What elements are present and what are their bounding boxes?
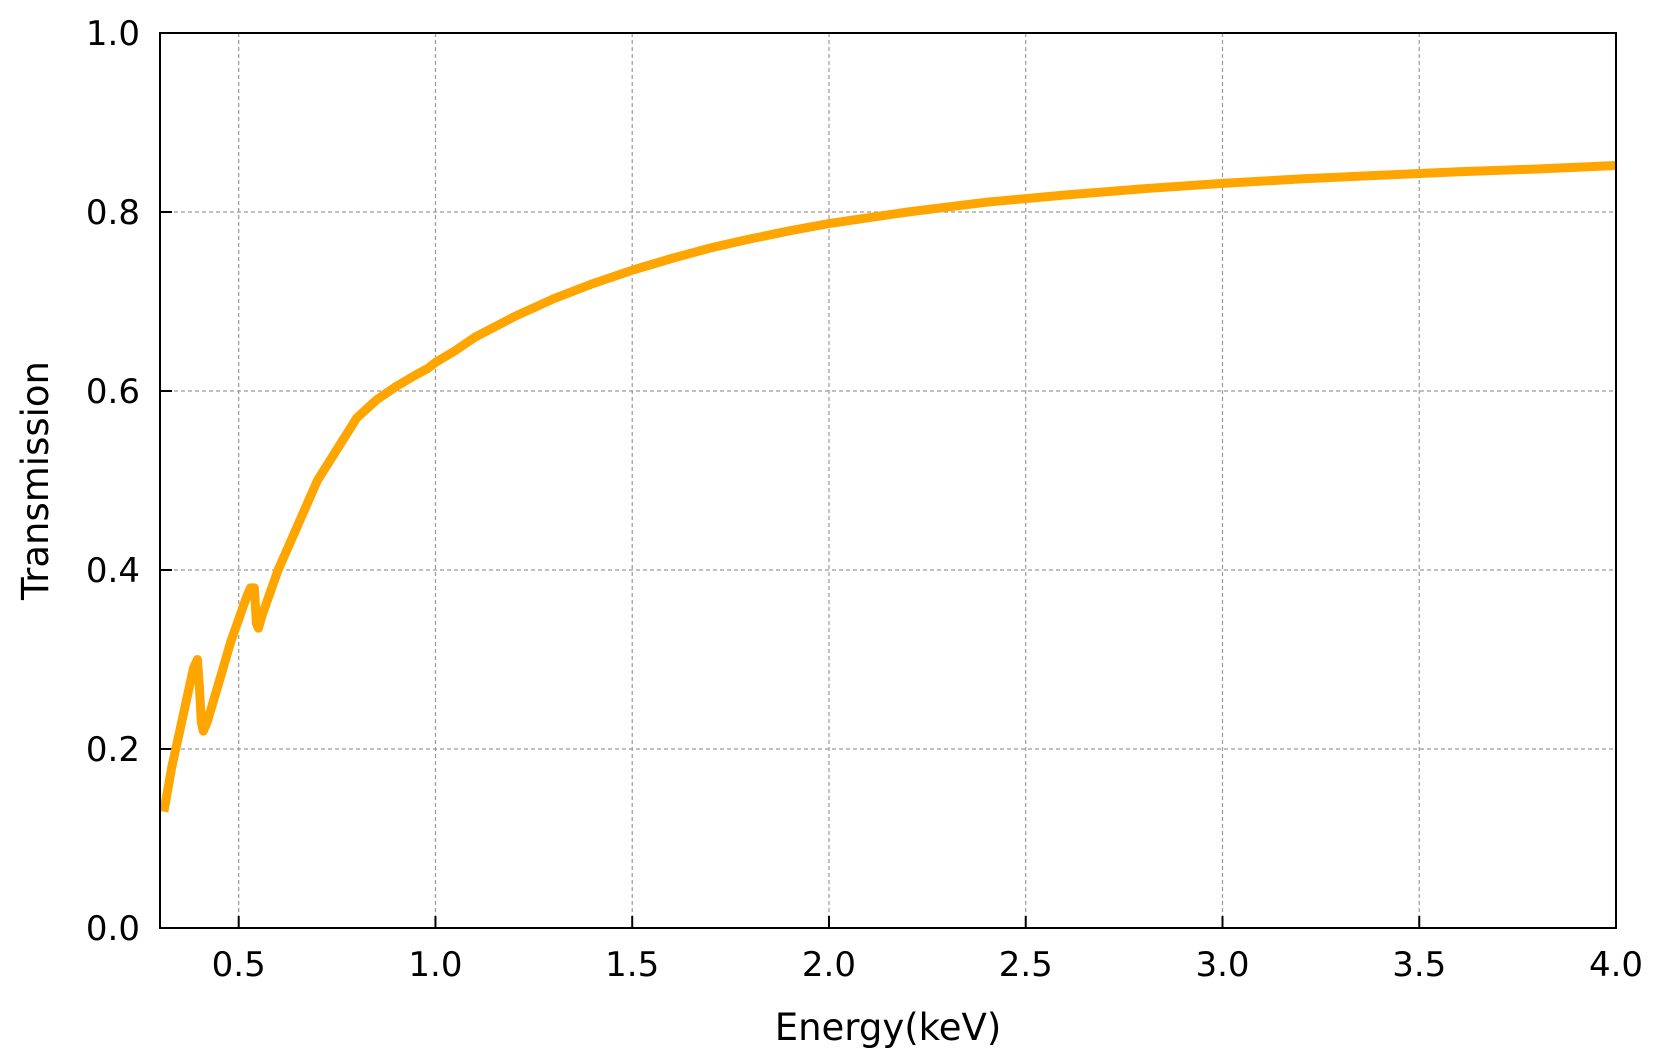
x-tick-label: 2.0 xyxy=(802,945,856,985)
x-axis-label: Energy(keV) xyxy=(775,1006,1002,1049)
y-tick-label: 1.0 xyxy=(86,14,140,54)
data-series xyxy=(159,161,1617,813)
x-tick-label: 0.5 xyxy=(212,945,266,985)
grid-lines xyxy=(160,33,1616,928)
y-tick-label: 0.0 xyxy=(86,909,140,949)
x-tick-labels: 0.5 1.0 1.5 2.0 2.5 3.0 3.5 4.0 xyxy=(212,945,1643,985)
tick-marks xyxy=(160,32,1617,929)
series-line xyxy=(159,161,1617,813)
x-tick-label: 1.0 xyxy=(408,945,462,985)
y-tick-label: 0.4 xyxy=(86,551,140,591)
x-tick-label: 4.0 xyxy=(1589,945,1643,985)
x-tick-label: 3.5 xyxy=(1392,945,1446,985)
y-tick-label: 0.6 xyxy=(86,372,140,412)
y-axis-label: Transmission xyxy=(14,361,57,601)
plot-frame xyxy=(159,32,1617,929)
x-tick-label: 3.0 xyxy=(1195,945,1249,985)
y-tick-labels: 0.0 0.2 0.4 0.6 0.8 1.0 xyxy=(86,14,140,949)
x-tick-label: 2.5 xyxy=(999,945,1053,985)
y-tick-label: 0.8 xyxy=(86,193,140,233)
x-tick-label: 1.5 xyxy=(605,945,659,985)
y-tick-label: 0.2 xyxy=(86,730,140,770)
